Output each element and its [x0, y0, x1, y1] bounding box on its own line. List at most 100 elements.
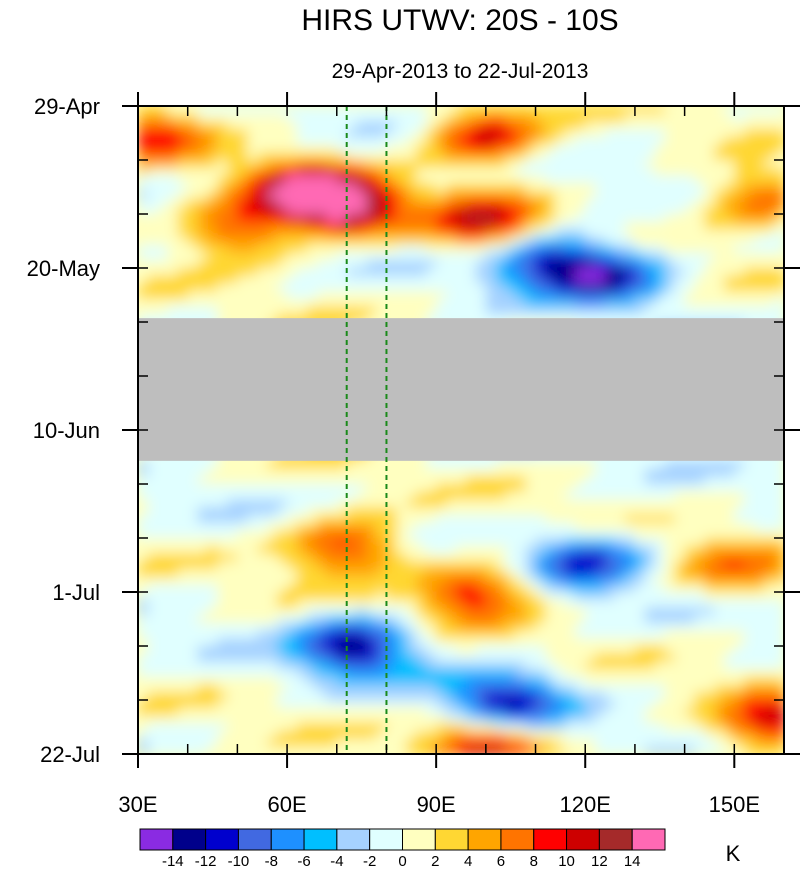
heatmap-cell [456, 460, 467, 470]
heatmap-cell [336, 167, 348, 176]
heatmap-cell [416, 237, 427, 246]
heatmap-cell [207, 252, 219, 261]
heatmap-cell [684, 568, 696, 578]
heatmap-cell [257, 306, 268, 315]
heatmap-cell [714, 167, 725, 176]
heatmap-cell [625, 584, 636, 593]
heatmap-cell [167, 592, 179, 601]
heatmap-cell [416, 306, 427, 315]
heatmap-cell [714, 190, 725, 200]
heatmap-cell [326, 715, 338, 724]
heatmap-cell [595, 268, 606, 277]
heatmap-cell [386, 468, 397, 477]
heatmap-cell [138, 260, 149, 269]
heatmap-cell [634, 113, 646, 122]
heatmap-cell [605, 198, 616, 207]
heatmap-cell [157, 491, 169, 500]
heatmap-cell [475, 522, 487, 531]
heatmap-cell [376, 214, 387, 223]
heatmap-cell [376, 676, 387, 686]
heatmap-cell [595, 113, 606, 122]
heatmap-cell [237, 669, 248, 678]
heatmap-cell [446, 568, 457, 578]
heatmap-cell [446, 298, 457, 308]
heatmap-cell [605, 468, 616, 477]
heatmap-cell [167, 476, 179, 485]
heatmap-cell [147, 298, 159, 308]
heatmap-cell [147, 244, 159, 254]
heatmap-cell [167, 229, 179, 238]
heatmap-cell [515, 121, 527, 130]
heatmap-cell [297, 167, 308, 176]
heatmap-cell [326, 468, 338, 477]
heatmap-cell [515, 152, 527, 161]
heatmap-cell [396, 669, 407, 678]
heatmap-cell [575, 198, 586, 207]
heatmap-cell [694, 545, 706, 554]
heatmap-cell [625, 136, 636, 146]
heatmap-cell [605, 607, 616, 616]
heatmap-cell [466, 646, 477, 655]
heatmap-cell [654, 244, 666, 254]
heatmap-cell [376, 514, 387, 524]
heatmap-cell [257, 684, 268, 693]
heatmap-cell [595, 229, 606, 238]
heatmap-cell [615, 152, 626, 161]
heatmap-cell [485, 592, 497, 601]
heatmap-cell [227, 707, 238, 716]
heatmap-cell [187, 746, 199, 754]
heatmap-cell [187, 175, 199, 184]
heatmap-cell [505, 206, 517, 215]
heatmap-cell [674, 715, 686, 724]
heatmap-cell [227, 669, 238, 678]
heatmap-cell [456, 545, 467, 554]
heatmap-cell [595, 584, 606, 593]
heatmap-cell [416, 514, 427, 524]
heatmap-cell [307, 692, 318, 701]
heatmap-cell [704, 198, 715, 207]
heatmap-cell [177, 592, 189, 601]
heatmap-cell [366, 615, 378, 624]
heatmap-cell [724, 275, 735, 284]
heatmap-cell [644, 175, 656, 184]
heatmap-cell [485, 468, 497, 477]
heatmap-cell [634, 237, 646, 246]
heatmap-cell [386, 568, 397, 578]
heatmap-cell [505, 707, 517, 716]
heatmap-cell [634, 538, 646, 547]
heatmap-cell [386, 221, 397, 230]
heatmap-cell [625, 545, 636, 554]
heatmap-cell [485, 692, 497, 701]
heatmap-cell [505, 291, 517, 300]
heatmap-cell [147, 538, 159, 547]
heatmap-cell [446, 306, 457, 315]
heatmap-cell [644, 561, 656, 570]
heatmap-cell [406, 661, 417, 670]
heatmap-cell [714, 198, 725, 207]
heatmap-cell [307, 584, 318, 593]
heatmap-cell [297, 599, 308, 608]
heatmap-cell [297, 113, 308, 122]
heatmap-cell [237, 160, 248, 169]
heatmap-cell [575, 306, 586, 315]
heatmap-cell [634, 468, 646, 477]
heatmap-cell [585, 661, 596, 670]
heatmap-cell [684, 522, 696, 531]
heatmap-cell [495, 723, 507, 732]
heatmap-cell [644, 237, 656, 246]
heatmap-cell [257, 206, 268, 215]
heatmap-cell [704, 152, 715, 161]
heatmap-cell [615, 252, 626, 261]
heatmap-cell [307, 538, 318, 547]
heatmap-cell [456, 190, 467, 200]
heatmap-cell [336, 291, 348, 300]
heatmap-cell [237, 599, 248, 608]
heatmap-cell [366, 676, 378, 686]
heatmap-cell [565, 507, 576, 516]
heatmap-cell [267, 206, 278, 215]
heatmap-cell [416, 715, 427, 724]
heatmap-cell [326, 553, 338, 562]
heatmap-cell [177, 576, 189, 585]
heatmap-cell [466, 499, 477, 508]
heatmap-cell [157, 283, 169, 292]
